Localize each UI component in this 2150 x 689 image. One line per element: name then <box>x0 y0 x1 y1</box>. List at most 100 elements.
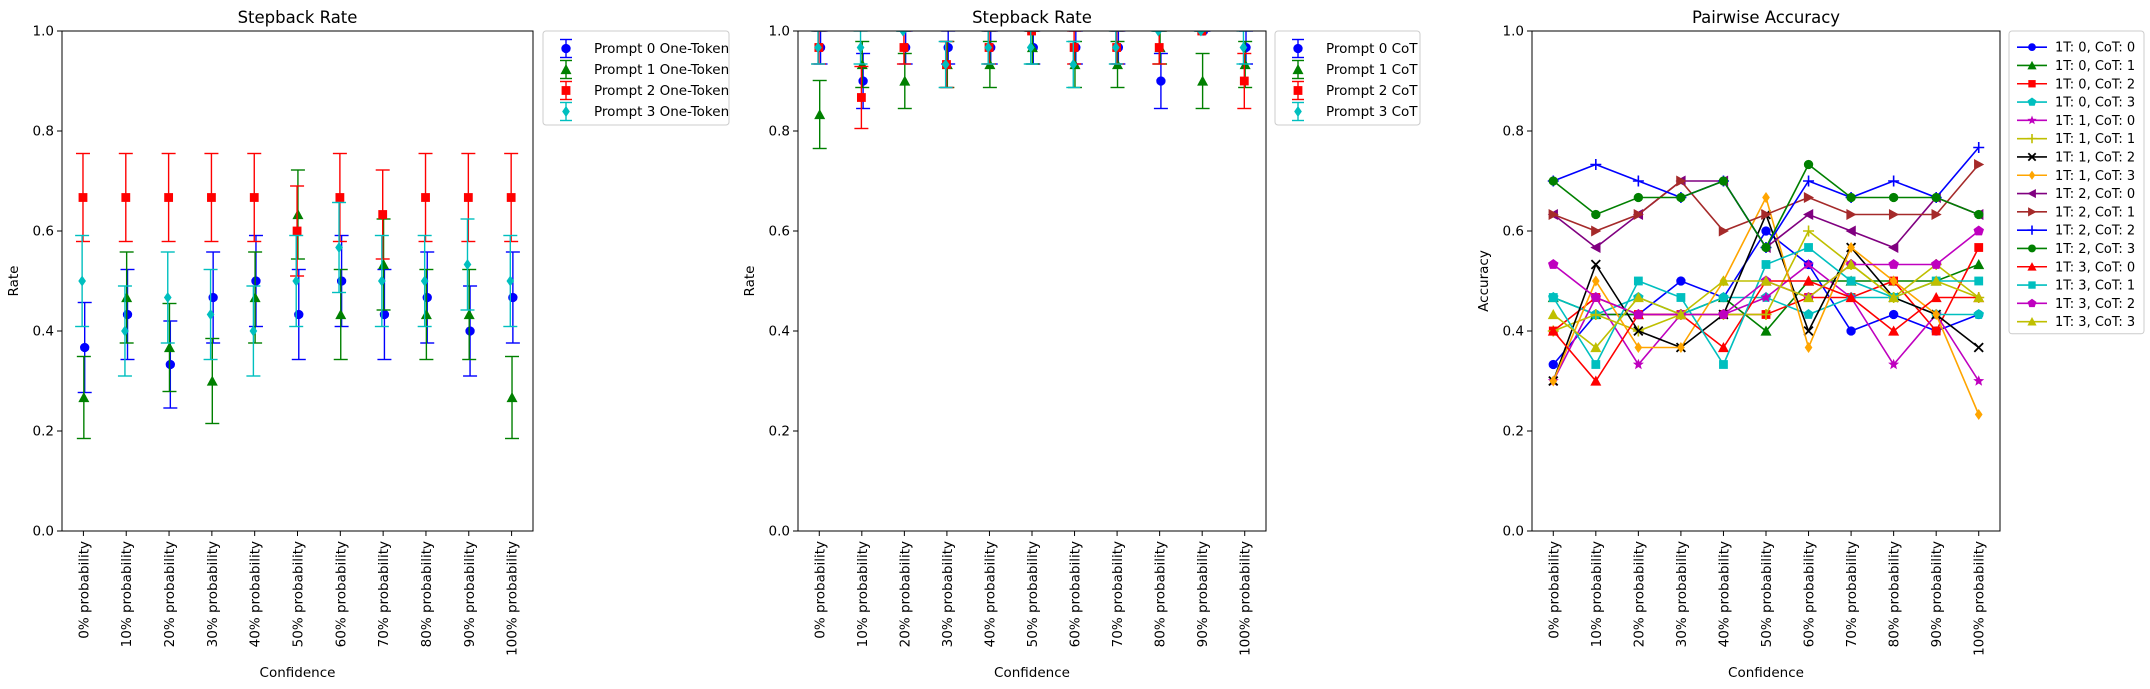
data-point <box>463 193 473 202</box>
x-tick-label: 50% probability <box>291 541 307 647</box>
x-tick-label: 20% probability <box>1631 541 1647 647</box>
legend-entry: 1T: 2, CoT: 0 <box>2017 187 2135 202</box>
legend-label: Prompt 2 One-Token <box>594 83 729 99</box>
data-point <box>1590 259 1601 270</box>
x-tick-label: 100% probability <box>1238 541 1254 656</box>
legend-marker <box>2027 134 2037 144</box>
data-point <box>1803 325 1814 337</box>
data-point <box>1974 276 1984 286</box>
legend-label: Prompt 1 CoT <box>1326 62 1418 78</box>
data-point <box>1761 242 1771 253</box>
legend-marker <box>2028 170 2036 180</box>
data-point <box>1069 43 1079 52</box>
data-point <box>1760 309 1772 320</box>
data-point <box>1846 326 1856 336</box>
series-14 <box>1548 243 1984 369</box>
legend-box <box>2008 30 2145 335</box>
data-point <box>1760 275 1772 286</box>
data-point <box>1973 292 1985 303</box>
data-point <box>1931 209 1942 220</box>
data-point <box>1974 243 1984 252</box>
legend-entry: 1T: 0, CoT: 2 <box>2017 77 2135 92</box>
data-point <box>1676 276 1686 286</box>
series-15 <box>1548 225 1984 319</box>
x-tick-label: 0% probability <box>1546 541 1562 639</box>
x-axis-label: Confidence <box>1728 665 1804 681</box>
chart-title: Pairwise Accuracy <box>1692 8 1840 27</box>
data-point <box>1718 309 1729 319</box>
data-point <box>1888 242 1899 253</box>
y-tick-label: 1.0 <box>1503 24 1524 40</box>
x-tick-label: 10% probability <box>1589 541 1605 647</box>
data-point <box>1888 175 1900 187</box>
data-point <box>463 309 475 320</box>
data-point <box>78 193 88 202</box>
x-tick-label: 80% probability <box>1153 541 1169 647</box>
data-point <box>292 209 304 220</box>
legend-label: Prompt 2 CoT <box>1326 83 1418 99</box>
legend-label: 1T: 1, CoT: 3 <box>2055 169 2135 184</box>
legend-label: Prompt 3 One-Token <box>594 104 729 120</box>
data-point <box>506 392 518 403</box>
chart-panel-2: Stepback Rate 0.0 0.2 0.4 0.6 0.8 1.0 0% probab… <box>742 8 1421 681</box>
legend-entry: 1T: 2, CoT: 3 <box>2017 242 2135 257</box>
data-point <box>1197 75 1209 86</box>
legend-label: 1T: 0, CoT: 1 <box>2055 59 2135 74</box>
data-point <box>856 93 866 102</box>
data-point <box>1591 225 1602 237</box>
data-point <box>1548 176 1558 186</box>
x-tick-label: 20% probability <box>162 541 178 647</box>
x-tick-label: 40% probability <box>1716 541 1732 647</box>
data-point <box>1974 209 1984 220</box>
y-tick-label: 0.6 <box>33 224 54 240</box>
x-tick-label: 20% probability <box>897 541 913 647</box>
data-point <box>1804 342 1813 353</box>
data-point <box>121 193 131 202</box>
x-tick-label: 10% probability <box>855 541 871 647</box>
y-axis-label: Rate <box>742 266 758 297</box>
data-point <box>1591 209 1601 220</box>
y-tick-label: 0.8 <box>33 124 54 140</box>
legend-label: 1T: 3, CoT: 1 <box>2055 279 2135 294</box>
data-point <box>1633 309 1644 319</box>
legend-marker <box>561 43 571 54</box>
series-4 <box>810 31 1251 89</box>
legend-label: 1T: 1, CoT: 1 <box>2055 132 2135 147</box>
data-point <box>335 193 345 202</box>
data-point <box>506 275 515 287</box>
data-point <box>163 342 175 353</box>
legend: 1T: 0, CoT: 0 1T: 0, CoT: 1 1T: 0, CoT: 2 1… <box>2008 30 2145 335</box>
x-tick-label: 10% probability <box>119 541 135 647</box>
data-point <box>420 309 432 320</box>
data-point <box>1845 259 1857 270</box>
data-point <box>1888 259 1899 269</box>
y-tick-label: 0.0 <box>33 524 54 540</box>
series-10 <box>1548 159 1985 237</box>
legend-marker <box>2028 80 2036 88</box>
data-point <box>1974 409 1983 420</box>
series-1 <box>77 234 520 409</box>
data-point <box>1547 325 1559 336</box>
data-point <box>1717 342 1729 353</box>
y-tick-label: 0.2 <box>33 424 54 440</box>
legend-entry: Prompt 3 CoT <box>1292 101 1418 122</box>
data-point <box>1197 31 1205 37</box>
data-point <box>1718 292 1729 302</box>
legend-marker <box>2028 281 2036 289</box>
x-tick-label: 60% probability <box>1068 541 1084 647</box>
series-8 <box>1549 192 1983 420</box>
legend-entry: Prompt 3 One-Token <box>560 101 729 122</box>
data-point <box>1591 360 1601 369</box>
x-tick-label: 60% probability <box>333 541 349 647</box>
legend-label: Prompt 1 One-Token <box>594 62 729 78</box>
series-2 <box>76 169 520 440</box>
data-point <box>1548 209 1559 220</box>
data-point <box>420 275 429 287</box>
data-point <box>1718 225 1729 237</box>
data-point <box>1803 159 1814 170</box>
data-point <box>899 75 911 86</box>
legend-label: 1T: 0, CoT: 3 <box>2055 96 2135 111</box>
data-point <box>379 309 390 320</box>
x-tick-label: 100% probability <box>505 541 521 656</box>
x-tick-label: 70% probability <box>1110 541 1126 647</box>
